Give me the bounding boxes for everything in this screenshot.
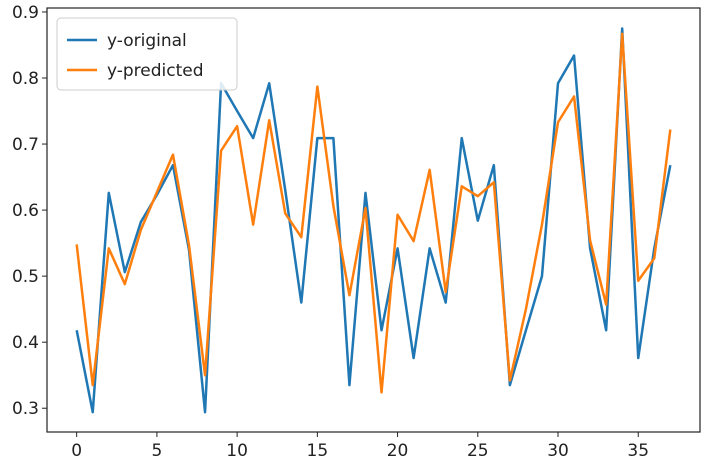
y-tick-label: 0.5	[12, 267, 39, 287]
legend-label: y-original	[107, 31, 187, 51]
x-tick-label: 5	[151, 441, 162, 461]
y-tick-label: 0.8	[12, 69, 39, 89]
x-tick-label: 25	[467, 441, 489, 461]
y-tick-label: 0.9	[12, 3, 39, 23]
series-line	[75, 27, 672, 414]
x-tick-label: 20	[387, 441, 409, 461]
plot-frame	[46, 7, 701, 433]
series-line	[75, 32, 672, 394]
x-tick-label: 0	[71, 441, 82, 461]
x-tick-label: 35	[627, 441, 649, 461]
y-tick-label: 0.6	[12, 201, 39, 221]
x-tick-label: 10	[226, 441, 248, 461]
y-tick-label: 0.7	[12, 135, 39, 155]
legend-box	[56, 17, 238, 91]
x-tick-label: 15	[307, 441, 329, 461]
x-tick-label: 30	[547, 441, 569, 461]
y-tick-label: 0.3	[12, 399, 39, 419]
y-tick-label: 0.4	[12, 333, 39, 353]
legend-label: y-predicted	[107, 61, 204, 81]
